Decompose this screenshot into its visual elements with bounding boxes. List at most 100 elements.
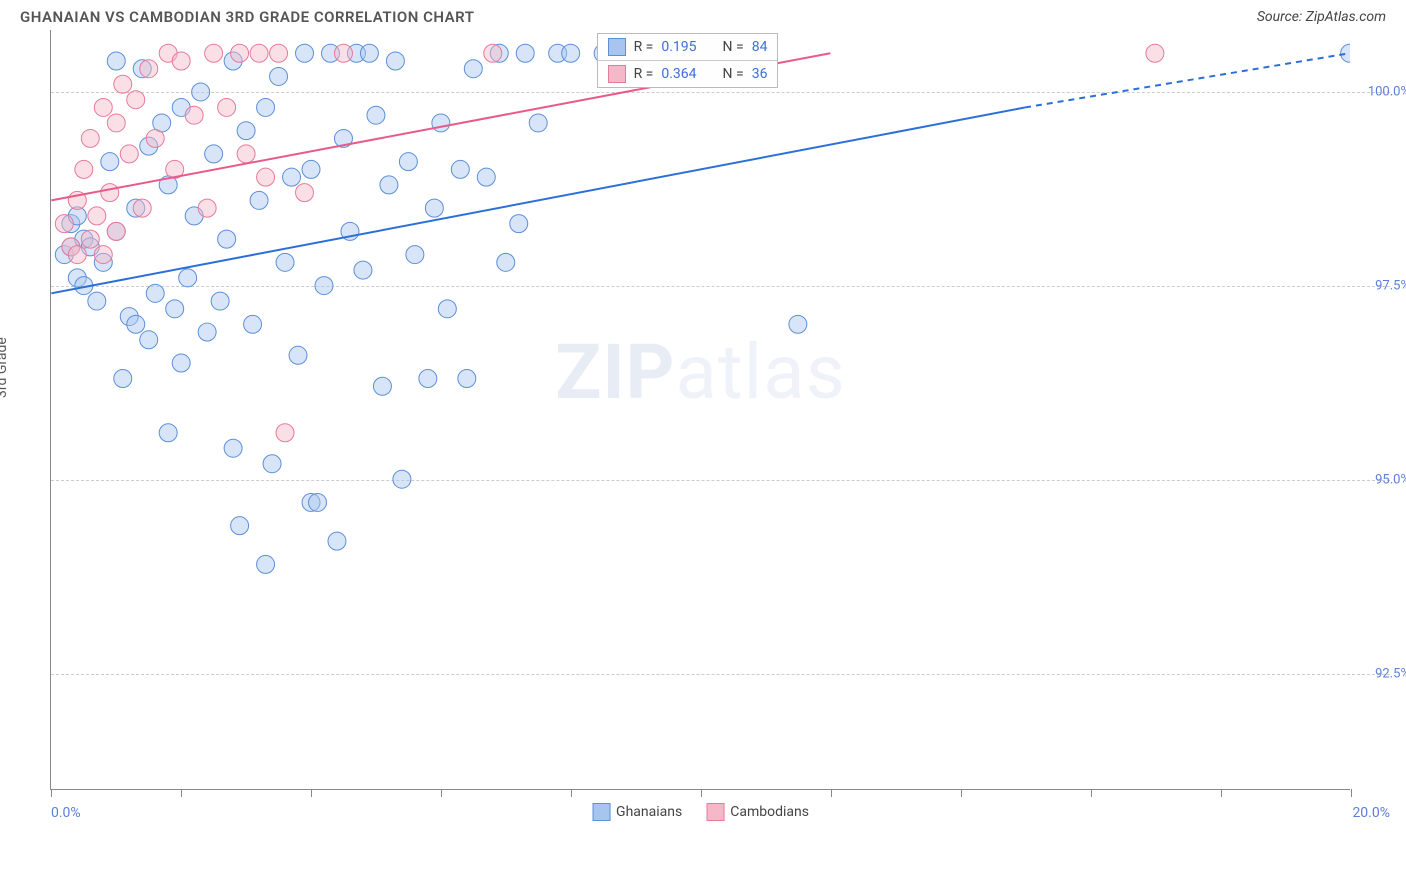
scatter-point-cambodians — [127, 91, 145, 109]
stats-r-label: R = — [634, 39, 654, 55]
scatter-point-ghanaians — [367, 106, 385, 124]
x-tick — [701, 789, 702, 797]
scatter-point-cambodians — [140, 60, 158, 78]
scatter-point-ghanaians — [140, 331, 158, 349]
scatter-point-cambodians — [270, 44, 288, 62]
scatter-point-ghanaians — [309, 493, 327, 511]
scatter-point-ghanaians — [146, 284, 164, 302]
scatter-point-cambodians — [334, 44, 352, 62]
scatter-svg — [51, 30, 1350, 789]
scatter-point-ghanaians — [179, 269, 197, 287]
stats-n-value: 84 — [752, 39, 768, 55]
scatter-point-cambodians — [120, 145, 138, 163]
scatter-point-cambodians — [114, 75, 132, 93]
x-tick — [181, 789, 182, 797]
scatter-point-ghanaians — [432, 114, 450, 132]
scatter-point-ghanaians — [393, 470, 411, 488]
x-min-label: 0.0% — [51, 805, 81, 821]
scatter-point-ghanaians — [562, 44, 580, 62]
scatter-point-cambodians — [107, 114, 125, 132]
legend-item: Cambodians — [706, 803, 809, 821]
x-tick — [961, 789, 962, 797]
legend-label: Ghanaians — [616, 804, 682, 820]
scatter-point-ghanaians — [451, 160, 469, 178]
scatter-point-cambodians — [231, 44, 249, 62]
scatter-point-ghanaians — [360, 44, 378, 62]
scatter-point-cambodians — [237, 145, 255, 163]
scatter-point-ghanaians — [399, 153, 417, 171]
scatter-point-ghanaians — [192, 83, 210, 101]
scatter-point-ghanaians — [419, 370, 437, 388]
source-label: Source: ZipAtlas.com — [1257, 9, 1386, 25]
scatter-point-ghanaians — [88, 292, 106, 310]
legend-label: Cambodians — [730, 804, 809, 820]
scatter-point-cambodians — [185, 106, 203, 124]
scatter-point-ghanaians — [438, 300, 456, 318]
scatter-point-ghanaians — [789, 315, 807, 333]
stats-r-value: 0.364 — [661, 66, 696, 82]
scatter-point-ghanaians — [166, 300, 184, 318]
scatter-point-ghanaians — [1341, 44, 1350, 62]
scatter-point-ghanaians — [302, 160, 320, 178]
scatter-point-cambodians — [484, 44, 502, 62]
x-tick — [311, 789, 312, 797]
scatter-point-cambodians — [146, 129, 164, 147]
scatter-point-ghanaians — [205, 145, 223, 163]
scatter-point-cambodians — [276, 424, 294, 442]
scatter-point-cambodians — [172, 52, 190, 70]
scatter-point-cambodians — [107, 222, 125, 240]
scatter-point-ghanaians — [172, 354, 190, 372]
scatter-point-ghanaians — [315, 277, 333, 295]
x-tick — [1221, 789, 1222, 797]
x-tick — [1351, 789, 1352, 797]
scatter-point-ghanaians — [107, 52, 125, 70]
legend-swatch — [706, 803, 724, 821]
scatter-point-ghanaians — [516, 44, 534, 62]
scatter-point-ghanaians — [406, 246, 424, 264]
stats-row: R = 0.195 N = 84 — [598, 34, 778, 61]
scatter-point-cambodians — [101, 184, 119, 202]
stats-swatch — [608, 38, 626, 56]
scatter-point-ghanaians — [218, 230, 236, 248]
scatter-point-ghanaians — [237, 122, 255, 140]
legend-item: Ghanaians — [592, 803, 682, 821]
scatter-point-ghanaians — [159, 424, 177, 442]
scatter-point-cambodians — [81, 129, 99, 147]
x-tick — [831, 789, 832, 797]
scatter-point-ghanaians — [354, 261, 372, 279]
scatter-point-ghanaians — [198, 323, 216, 341]
scatter-point-ghanaians — [283, 168, 301, 186]
scatter-point-ghanaians — [386, 52, 404, 70]
scatter-point-cambodians — [198, 199, 216, 217]
scatter-point-cambodians — [296, 184, 314, 202]
scatter-point-ghanaians — [296, 44, 314, 62]
scatter-point-ghanaians — [263, 455, 281, 473]
scatter-point-ghanaians — [373, 377, 391, 395]
scatter-point-cambodians — [218, 98, 236, 116]
scatter-point-cambodians — [205, 44, 223, 62]
x-tick — [1091, 789, 1092, 797]
scatter-point-cambodians — [133, 199, 151, 217]
scatter-point-cambodians — [81, 230, 99, 248]
scatter-point-ghanaians — [114, 370, 132, 388]
scatter-point-ghanaians — [257, 98, 275, 116]
scatter-point-ghanaians — [380, 176, 398, 194]
stats-r-value: 0.195 — [661, 39, 696, 55]
scatter-point-ghanaians — [270, 67, 288, 85]
scatter-point-cambodians — [250, 44, 268, 62]
scatter-point-cambodians — [68, 246, 86, 264]
y-axis-label: 3rd Grade — [0, 337, 10, 398]
trendline-ghanaians — [51, 107, 1025, 293]
y-tick-label: 100.0% — [1368, 85, 1406, 100]
scatter-point-cambodians — [88, 207, 106, 225]
scatter-point-cambodians — [94, 98, 112, 116]
stats-n-value: 36 — [752, 66, 768, 82]
scatter-point-ghanaians — [257, 555, 275, 573]
scatter-point-cambodians — [75, 160, 93, 178]
scatter-point-ghanaians — [529, 114, 547, 132]
scatter-point-ghanaians — [328, 532, 346, 550]
x-tick — [571, 789, 572, 797]
stats-n-label: N = — [723, 39, 744, 55]
x-max-label: 20.0% — [1352, 805, 1390, 821]
scatter-point-ghanaians — [244, 315, 262, 333]
